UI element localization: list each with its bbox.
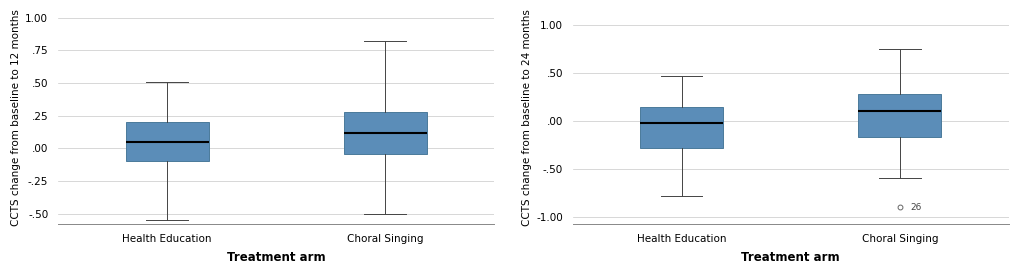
Text: 26: 26 (910, 202, 921, 211)
PathPatch shape (343, 112, 426, 154)
Y-axis label: CCTS change from baseline to 12 months: CCTS change from baseline to 12 months (11, 9, 21, 226)
PathPatch shape (858, 94, 941, 137)
PathPatch shape (125, 122, 208, 161)
X-axis label: Treatment arm: Treatment arm (226, 251, 325, 264)
X-axis label: Treatment arm: Treatment arm (741, 251, 840, 264)
Y-axis label: CCTS change from baseline to 24 months: CCTS change from baseline to 24 months (522, 9, 532, 226)
PathPatch shape (640, 107, 722, 148)
